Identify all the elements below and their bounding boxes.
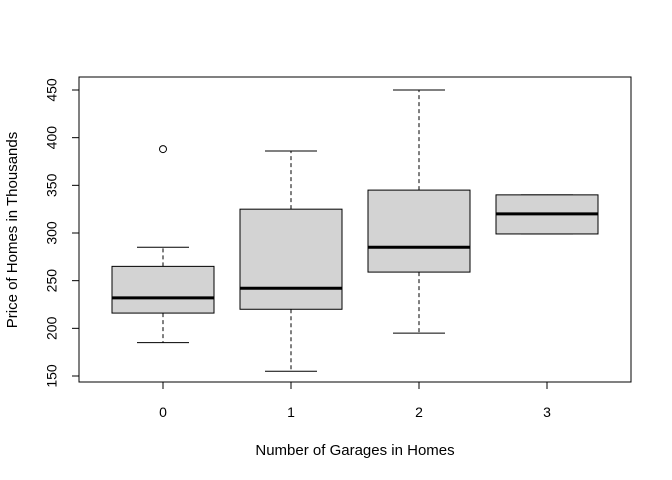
y-axis: 150 200 250 300 350 400 450	[44, 78, 80, 388]
x-axis: 0 1 2 3	[159, 381, 551, 420]
y-tick-label: 350	[44, 173, 60, 197]
x-tick-label: 1	[287, 404, 295, 420]
iqr-box	[367, 189, 471, 273]
box-2	[367, 89, 471, 334]
x-axis-title: Number of Garages in Homes	[255, 442, 454, 459]
iqr-box	[111, 265, 215, 314]
box-3	[495, 194, 599, 235]
box-0	[111, 145, 215, 344]
y-axis-title: Price of Homes in Thousands	[4, 132, 21, 329]
y-tick-label: 150	[44, 364, 60, 388]
y-tick-label: 400	[44, 126, 60, 150]
x-tick-label: 0	[159, 404, 167, 420]
y-tick-label: 450	[44, 78, 60, 102]
x-tick-label: 3	[543, 404, 551, 420]
y-tick-label: 200	[44, 316, 60, 340]
iqr-box	[239, 208, 343, 310]
boxes-group	[111, 89, 599, 372]
box-1	[239, 150, 343, 372]
outlier-point	[159, 145, 167, 154]
y-tick-label: 300	[44, 221, 60, 245]
x-tick-label: 2	[415, 404, 423, 420]
y-tick-label: 250	[44, 269, 60, 293]
